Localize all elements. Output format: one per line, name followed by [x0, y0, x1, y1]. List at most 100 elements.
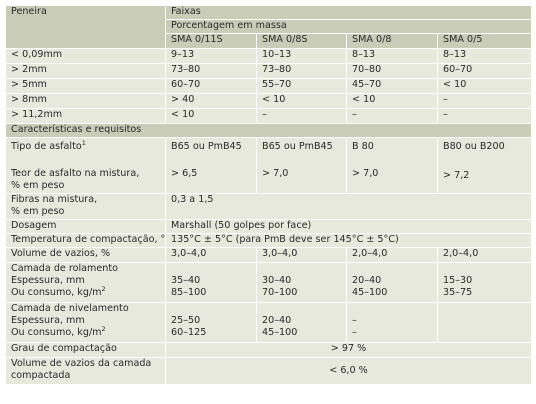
header-peneira: Peneira — [5, 5, 166, 49]
sieve-value: 8–13 — [437, 48, 532, 64]
fibras-value: 0,3 a 1,5 — [165, 193, 532, 220]
temperatura-value: 135°C ± 5°C (para PmB deve ser 145°C ± 5… — [165, 233, 532, 248]
section-title: Características e requisitos — [5, 123, 532, 138]
sieve-row: > 8mm > 40 < 10 < 10 – — [5, 93, 532, 109]
sieve-value: 60–70 — [437, 63, 532, 79]
sieve-label: > 2mm — [5, 63, 166, 79]
sieve-row: > 11,2mm < 10 – – – — [5, 108, 532, 124]
sieve-value: < 10 — [256, 93, 347, 109]
teor-asfalto-label: Teor de asfalto na mistura, % em peso — [11, 167, 140, 191]
volume-camada-row: Volume de vazios da camada compactada < … — [5, 357, 532, 385]
espessura-value: 35–40 — [171, 274, 201, 286]
consumo-value: 70–100 — [262, 286, 298, 298]
volume-camada-value: < 6,0 % — [165, 357, 532, 385]
rolamento-cell: 30–40 70–100 — [256, 262, 347, 303]
fibras-label: Fibras na mistura, % em peso — [5, 193, 166, 220]
sieve-label: > 8mm — [5, 93, 166, 109]
rolamento-cell: 15–30 35–75 — [437, 262, 532, 303]
dosagem-row: Dosagem Marshall (50 golpes por face) — [5, 219, 532, 234]
asphalt-row: Tipo de asfalto1 Teor de asfalto na mist… — [5, 137, 532, 194]
tipo-asfalto-label: Tipo de asfalto1 — [11, 139, 86, 152]
sieve-value: < 10 — [165, 108, 257, 124]
consumo-value: – — [352, 326, 357, 338]
asphalt-cell: B80 ou B200 > 7,2 — [437, 137, 532, 194]
sieve-value: > 40 — [165, 93, 257, 109]
asphalt-labels: Tipo de asfalto1 Teor de asfalto na mist… — [5, 137, 166, 194]
rolamento-cell: 35–40 85–100 — [165, 262, 257, 303]
sieve-label: < 0,09mm — [5, 48, 166, 64]
sieve-value: 8–13 — [346, 48, 438, 64]
sieve-value: 73–80 — [165, 63, 257, 79]
tipo-value: B65 ou PmB45 — [262, 141, 333, 152]
header-porcentagem: Porcentagem em massa — [165, 19, 532, 34]
table-wrapper: Peneira Faixas Porcentagem em massa SMA … — [5, 5, 532, 385]
sieve-value: – — [346, 108, 438, 124]
volume-vazios-value: 3,0–4,0 — [256, 247, 347, 263]
espessura-value: 25–50 — [171, 314, 201, 326]
sieve-row: < 0,09mm 9–13 10–13 8–13 8–13 — [5, 48, 532, 64]
sieve-value: – — [256, 108, 347, 124]
column-header: SMA 0/5 — [437, 33, 532, 49]
consumo-value: 45–100 — [352, 286, 388, 298]
rolamento-cell: 20–40 45–100 — [346, 262, 438, 303]
sieve-value: – — [437, 93, 532, 109]
sieve-label: > 11,2mm — [5, 108, 166, 124]
nivelamento-label: Camada de nivelamento Espessura, mm Ou c… — [5, 302, 166, 343]
espessura-value: 20–40 — [262, 314, 292, 326]
consumo-value: 35–75 — [443, 286, 473, 298]
nivelamento-cell: – – — [346, 302, 438, 343]
sieve-value: 70–80 — [346, 63, 438, 79]
volume-vazios-row: Volume de vazios, % 3,0–4,0 3,0–4,0 2,0–… — [5, 247, 532, 263]
sieve-value: 9–13 — [165, 48, 257, 64]
teor-value: > 7,0 — [262, 167, 289, 179]
sieve-value: 10–13 — [256, 48, 347, 64]
grau-row: Grau de compactação > 97 % — [5, 342, 532, 358]
consumo-value: 60–125 — [171, 326, 207, 338]
sieve-value: 60–70 — [165, 78, 257, 94]
consumo-value: 45–100 — [262, 326, 298, 338]
rolamento-label: Camada de rolamento Espessura, mm Ou con… — [5, 262, 166, 303]
temperatura-row: Temperatura de compactação, °C 135°C ± 5… — [5, 233, 532, 248]
teor-value: > 6,5 — [171, 167, 198, 179]
espessura-value: – — [352, 314, 357, 326]
volume-camada-label: Volume de vazios da camada compactada — [5, 357, 166, 385]
asphalt-cell: B 80 > 7,0 — [346, 137, 438, 194]
section-header-row: Características e requisitos — [5, 123, 532, 138]
sieve-label: > 5mm — [5, 78, 166, 94]
volume-vazios-value: 2,0–4,0 — [437, 247, 532, 263]
sieve-value: 73–80 — [256, 63, 347, 79]
dosagem-label: Dosagem — [5, 219, 166, 234]
grau-label: Grau de compactação — [5, 342, 166, 358]
consumo-value: 85–100 — [171, 286, 207, 298]
nivelamento-cell: 20–40 45–100 — [256, 302, 347, 343]
teor-value: > 7,0 — [352, 167, 379, 179]
sieve-value: 55–70 — [256, 78, 347, 94]
sma-specification-table: Peneira Faixas Porcentagem em massa SMA … — [5, 5, 532, 385]
volume-vazios-value: 2,0–4,0 — [346, 247, 438, 263]
header-row-porcentagem: Porcentagem em massa — [6, 19, 532, 34]
asphalt-cell: B65 ou PmB45 > 7,0 — [256, 137, 347, 194]
asphalt-cell: B65 ou PmB45 > 6,5 — [165, 137, 257, 194]
sieve-value: 45–70 — [346, 78, 438, 94]
sieve-value: – — [437, 108, 532, 124]
teor-value: > 7,2 — [443, 169, 470, 181]
column-header: SMA 0/8S — [256, 33, 347, 49]
volume-vazios-value: 3,0–4,0 — [165, 247, 257, 263]
sieve-row: > 2mm 73–80 73–80 70–80 60–70 — [5, 63, 532, 79]
dosagem-value: Marshall (50 golpes por face) — [165, 219, 532, 234]
sieve-value: < 10 — [346, 93, 438, 109]
sieve-value: < 10 — [437, 78, 532, 94]
espessura-value: 15–30 — [443, 274, 473, 286]
header-faixas: Faixas — [165, 5, 532, 20]
rolamento-row: Camada de rolamento Espessura, mm Ou con… — [5, 262, 532, 303]
nivelamento-row: Camada de nivelamento Espessura, mm Ou c… — [5, 302, 532, 343]
nivelamento-empty-cell — [437, 302, 532, 343]
sieve-row: > 5mm 60–70 55–70 45–70 < 10 — [5, 78, 532, 94]
espessura-value: 30–40 — [262, 274, 292, 286]
temperatura-label: Temperatura de compactação, °C — [5, 233, 166, 248]
grau-value: > 97 % — [165, 342, 532, 358]
column-header: SMA 0/8 — [346, 33, 438, 49]
fibras-row: Fibras na mistura, % em peso 0,3 a 1,5 — [5, 193, 532, 220]
nivelamento-cell: 25–50 60–125 — [165, 302, 257, 343]
espessura-value: 20–40 — [352, 274, 382, 286]
